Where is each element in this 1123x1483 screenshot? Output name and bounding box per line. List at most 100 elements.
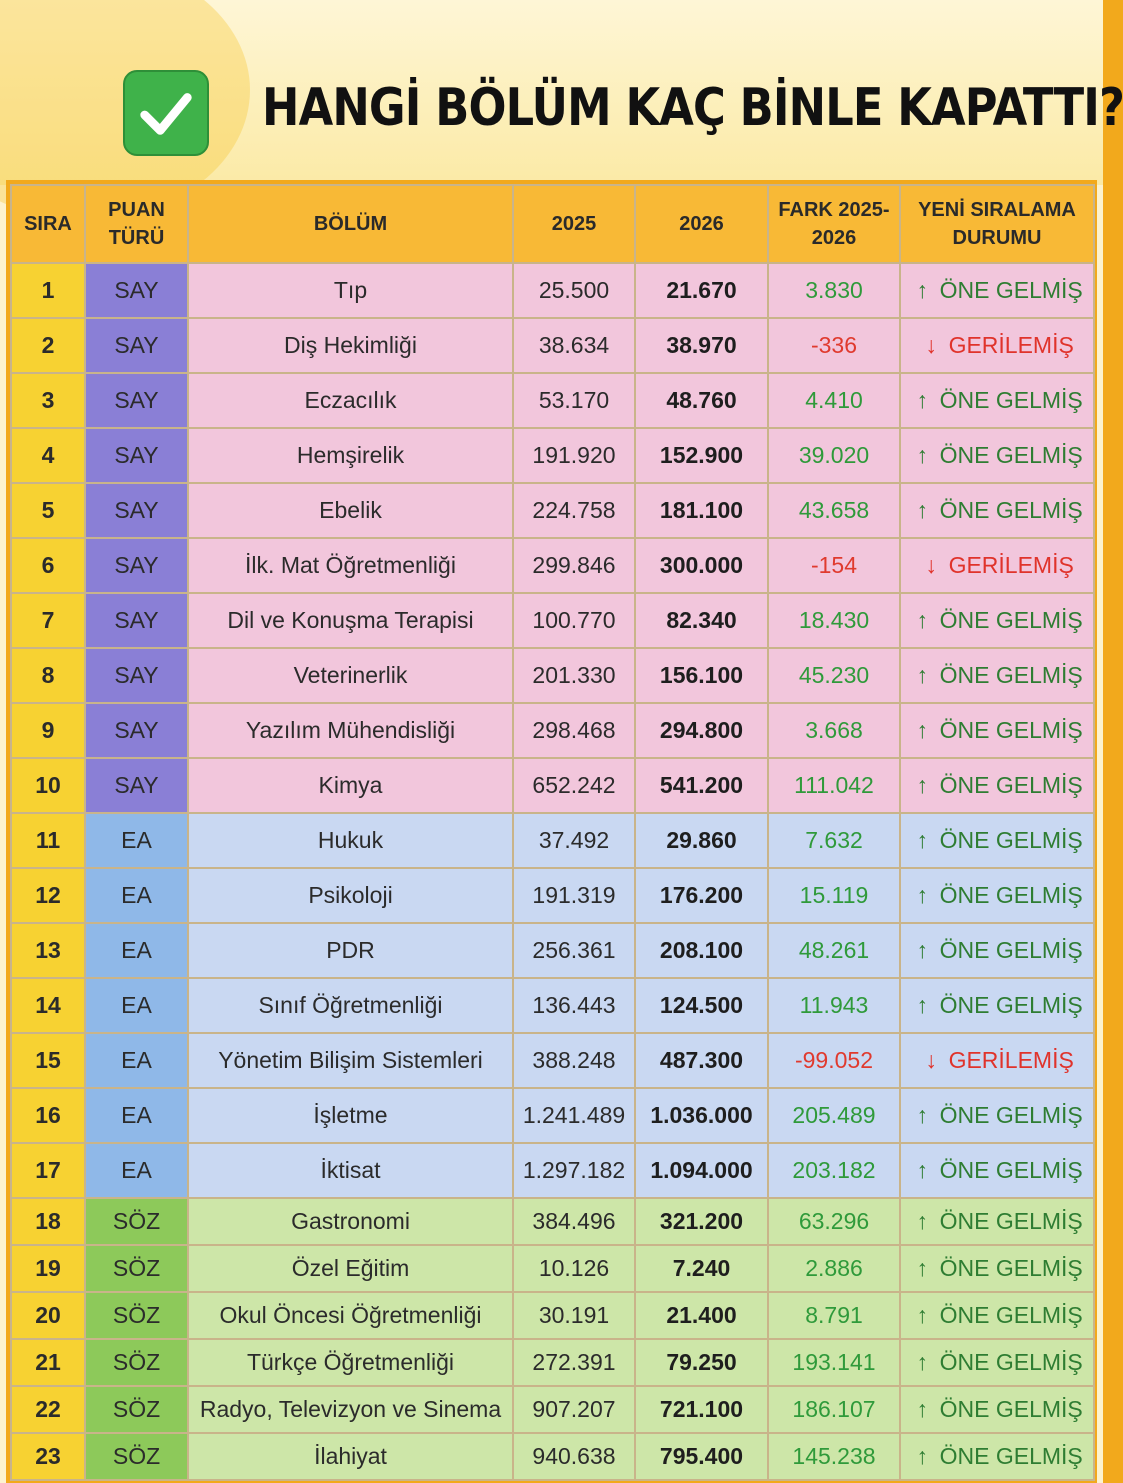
cell-2026: 156.100 [634, 647, 769, 704]
cell-fark: 145.238 [767, 1432, 901, 1481]
cell-puan-turu: SAY [84, 372, 189, 429]
cell-sira: 16 [10, 1087, 86, 1144]
cell-fark: 7.632 [767, 812, 901, 869]
cell-durum: ↓ GERİLEMİŞ [899, 537, 1095, 594]
status-label: ÖNE GELMİŞ [939, 1208, 1083, 1234]
cell-sira: 13 [10, 922, 86, 979]
cell-sira: 9 [10, 702, 86, 759]
cell-sira: 10 [10, 757, 86, 814]
cell-sira: 22 [10, 1385, 86, 1434]
cell-sira: 2 [10, 317, 86, 374]
cell-durum: ↑ ÖNE GELMİŞ [899, 1385, 1095, 1434]
table-row: 17 EA İktisat 1.297.182 1.094.000 203.182 ↑ ÖN… [10, 1142, 1095, 1199]
ranking-table: SIRA PUAN TÜRÜ BÖLÜM 2025 2026 FARK 2025… [10, 184, 1095, 1481]
cell-2025: 256.361 [512, 922, 636, 979]
cell-sira: 8 [10, 647, 86, 704]
cell-puan-turu: SAY [84, 262, 189, 319]
cell-fark: 15.119 [767, 867, 901, 924]
cell-puan-turu: SAY [84, 647, 189, 704]
arrow-up-icon: ↑ [916, 662, 928, 688]
status-label: GERİLEMİŞ [948, 332, 1074, 358]
table-row: 19 SÖZ Özel Eğitim 10.126 7.240 2.886 ↑ ÖNE GE… [10, 1244, 1095, 1293]
cell-2025: 384.496 [512, 1197, 636, 1246]
status-label: ÖNE GELMİŞ [939, 662, 1083, 688]
status-label: ÖNE GELMİŞ [939, 717, 1083, 743]
cell-durum: ↑ ÖNE GELMİŞ [899, 1142, 1095, 1199]
status-label: ÖNE GELMİŞ [939, 1302, 1083, 1328]
arrow-up-icon: ↑ [916, 387, 928, 413]
cell-bolum: İktisat [187, 1142, 514, 1199]
cell-fark: -336 [767, 317, 901, 374]
table-row: 1 SAY Tıp 25.500 21.670 3.830 ↑ ÖNE GELMİŞ [10, 262, 1095, 319]
cell-sira: 5 [10, 482, 86, 539]
table-row: 5 SAY Ebelik 224.758 181.100 43.658 ↑ ÖNE GELM… [10, 482, 1095, 539]
cell-fark: 4.410 [767, 372, 901, 429]
cell-durum: ↓ GERİLEMİŞ [899, 317, 1095, 374]
cell-fark: 11.943 [767, 977, 901, 1034]
cell-fark: 48.261 [767, 922, 901, 979]
cell-2026: 29.860 [634, 812, 769, 869]
cell-bolum: Psikoloji [187, 867, 514, 924]
table-row: 21 SÖZ Türkçe Öğretmenliği 272.391 79.250 193… [10, 1338, 1095, 1387]
cell-puan-turu: SAY [84, 317, 189, 374]
cell-sira: 7 [10, 592, 86, 649]
cell-durum: ↑ ÖNE GELMİŞ [899, 922, 1095, 979]
header-sira: SIRA [10, 184, 86, 264]
cell-fark: 45.230 [767, 647, 901, 704]
cell-sira: 23 [10, 1432, 86, 1481]
cell-bolum: Sınıf Öğretmenliği [187, 977, 514, 1034]
cell-sira: 11 [10, 812, 86, 869]
table-row: 3 SAY Eczacılık 53.170 48.760 4.410 ↑ ÖNE GELM… [10, 372, 1095, 429]
table-row: 8 SAY Veterinerlik 201.330 156.100 45.230 ↑ ÖN… [10, 647, 1095, 704]
check-mark-icon [123, 70, 209, 156]
cell-2025: 652.242 [512, 757, 636, 814]
cell-durum: ↑ ÖNE GELMİŞ [899, 977, 1095, 1034]
cell-bolum: Kimya [187, 757, 514, 814]
cell-2025: 191.319 [512, 867, 636, 924]
cell-durum: ↓ GERİLEMİŞ [899, 1032, 1095, 1089]
cell-fark: 3.830 [767, 262, 901, 319]
status-label: ÖNE GELMİŞ [939, 772, 1083, 798]
cell-2025: 191.920 [512, 427, 636, 484]
status-label: ÖNE GELMİŞ [939, 827, 1083, 853]
arrow-up-icon: ↑ [916, 277, 928, 303]
cell-puan-turu: SAY [84, 592, 189, 649]
cell-2026: 21.670 [634, 262, 769, 319]
cell-fark: 3.668 [767, 702, 901, 759]
status-label: ÖNE GELMİŞ [939, 882, 1083, 908]
cell-2025: 299.846 [512, 537, 636, 594]
cell-bolum: Özel Eğitim [187, 1244, 514, 1293]
cell-bolum: Veterinerlik [187, 647, 514, 704]
arrow-up-icon: ↑ [916, 772, 928, 798]
cell-durum: ↑ ÖNE GELMİŞ [899, 702, 1095, 759]
cell-2026: 300.000 [634, 537, 769, 594]
status-label: ÖNE GELMİŞ [939, 1102, 1083, 1128]
cell-puan-turu: EA [84, 1142, 189, 1199]
cell-fark: 186.107 [767, 1385, 901, 1434]
header-bolum: BÖLÜM [187, 184, 514, 264]
arrow-down-icon: ↓ [925, 332, 937, 358]
side-stripe [1103, 0, 1123, 1483]
cell-fark: 203.182 [767, 1142, 901, 1199]
cell-sira: 6 [10, 537, 86, 594]
cell-bolum: Dil ve Konuşma Terapisi [187, 592, 514, 649]
cell-bolum: Tıp [187, 262, 514, 319]
cell-bolum: Ebelik [187, 482, 514, 539]
table-row: 4 SAY Hemşirelik 191.920 152.900 39.020 ↑ ÖNE … [10, 427, 1095, 484]
cell-2026: 294.800 [634, 702, 769, 759]
table-row: 12 EA Psikoloji 191.319 176.200 15.119 ↑ ÖNE G… [10, 867, 1095, 924]
cell-2026: 181.100 [634, 482, 769, 539]
arrow-up-icon: ↑ [916, 882, 928, 908]
arrow-up-icon: ↑ [916, 1302, 928, 1328]
cell-sira: 12 [10, 867, 86, 924]
arrow-up-icon: ↑ [916, 442, 928, 468]
cell-2026: 21.400 [634, 1291, 769, 1340]
cell-fark: 2.886 [767, 1244, 901, 1293]
cell-bolum: PDR [187, 922, 514, 979]
cell-sira: 18 [10, 1197, 86, 1246]
arrow-up-icon: ↑ [916, 497, 928, 523]
cell-2025: 37.492 [512, 812, 636, 869]
cell-durum: ↑ ÖNE GELMİŞ [899, 482, 1095, 539]
cell-durum: ↑ ÖNE GELMİŞ [899, 757, 1095, 814]
header-2025: 2025 [512, 184, 636, 264]
